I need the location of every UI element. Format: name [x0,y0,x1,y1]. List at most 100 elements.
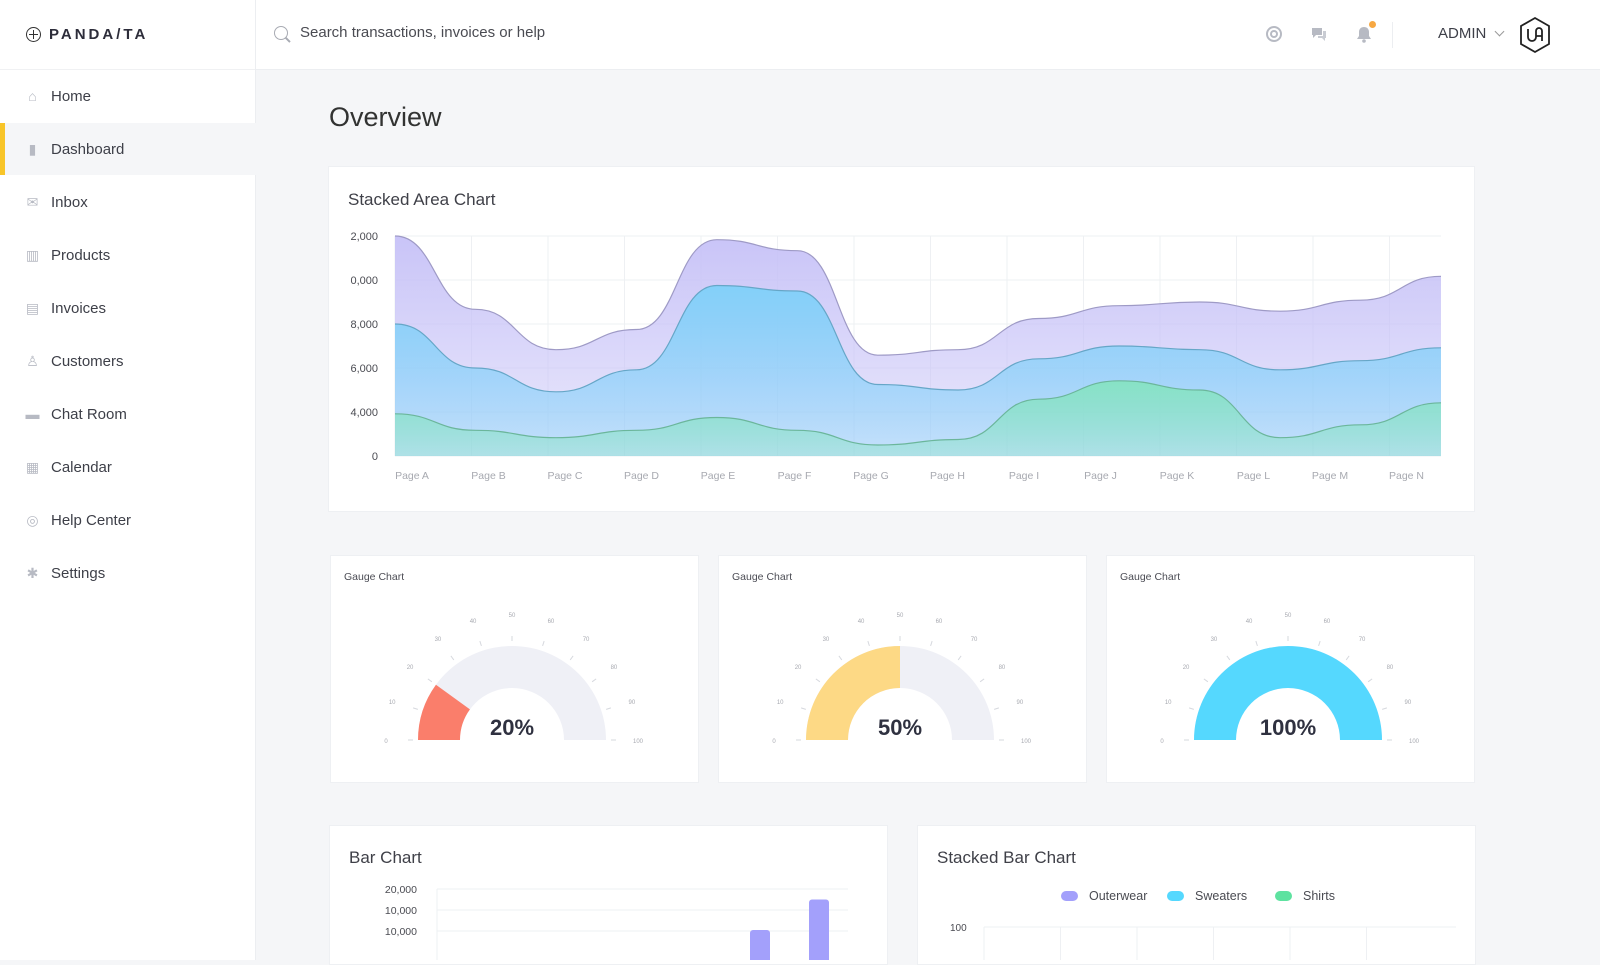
sidebar-item-chat-room[interactable]: ▬ Chat Room [0,388,256,440]
support-icon: ◎ [26,511,39,528]
gauge-tick-label: 40 [470,619,477,625]
sidebar-item-inbox[interactable]: ✉ Inbox [0,176,256,228]
user-menu[interactable]: ADMIN [1438,25,1487,42]
bar[interactable] [809,899,829,961]
support-icon[interactable] [1265,25,1283,43]
gauge-tick [606,707,612,710]
chat-icon[interactable] [1310,25,1328,43]
sidebar-item-label: Calendar [51,458,112,476]
bar-chart-icon: ▮ [28,140,37,157]
gauge-tick [1345,655,1350,661]
gauge-tick [1226,655,1231,661]
card-title: Gauge Chart [1120,571,1181,583]
gauge-value: 50% [878,715,922,740]
gauge-card: Gauge Chart 0 10 20 30 40 50 60 70 80 90 100 100% [1106,555,1475,783]
gauge-tick [1367,678,1373,683]
gauge-tick-label: 10 [777,700,784,706]
x-tick-label: Page E [701,470,735,482]
gauge-tick [1318,640,1321,646]
legend-label: Shirts [1303,889,1335,903]
gauge-tick-label: 0 [384,739,388,745]
x-tick-label: Page M [1312,470,1348,482]
gauge-tick [569,655,574,661]
gauge-tick-label: 90 [628,700,635,706]
gauge-tick [867,640,870,646]
x-tick-label: Page A [395,470,429,482]
bar[interactable] [750,929,770,960]
gauge-tick-label: 50 [1285,613,1292,619]
gear-icon: ✱ [26,564,39,581]
gauge-tick-label: 90 [1404,700,1411,706]
gauge-tick-label: 50 [897,613,904,619]
x-tick-label: Page K [1160,470,1194,482]
sidebar-item-label: Inbox [51,193,88,211]
y-tick-label: 0 [372,451,378,463]
x-tick-label: Page C [547,470,582,482]
sidebar-item-label: Dashboard [51,140,125,158]
area-series-0 [395,380,1441,456]
x-tick-label: Page N [1389,470,1424,482]
brand-logo[interactable]: PANDA/TA [0,0,255,70]
gauge-tick [591,678,597,683]
sidebar-item-help-center[interactable]: ◎ Help Center [0,494,256,546]
gauge-tick [838,655,843,661]
sidebar-item-customers[interactable]: ♙ Customers [0,335,256,387]
gauge-card: Gauge Chart 0 10 20 30 40 50 60 70 80 90 100 50% [718,555,1087,783]
gauge-tick [1188,707,1194,710]
gauge-tick [957,655,962,661]
gauge-tick [1255,640,1258,646]
search-input[interactable]: Search transactions, invoices or help [274,24,545,41]
sidebar-item-label: Customers [51,352,124,370]
gauge-tick-label: 20 [1183,665,1190,671]
gauge-tick-label: 80 [611,665,618,671]
sidebar-item-home[interactable]: ⌂ Home [0,70,256,122]
sidebar-item-invoices[interactable]: ▤ Invoices [0,282,256,334]
gauge-tick-label: 20 [407,665,414,671]
gauge-chart: 0 10 20 30 40 50 60 70 80 90 100 20% [384,613,644,745]
gauge-tick-label: 70 [1359,637,1366,643]
gauge-tick [412,707,418,710]
gauge-tick-label: 0 [772,739,776,745]
legend-label: Outerwear [1089,889,1147,903]
gauge-tick [427,678,433,683]
sidebar: PANDA/TA ⌂ Home ▮ Dashboard ✉ Inbox ▥ Products ▤… [0,0,256,960]
area-series-line-2 [394,235,1442,356]
gauge-tick [800,707,806,710]
gauge-tick-label: 60 [936,619,943,625]
chat-icon: ▬ [25,406,40,422]
gauge-tick-label: 50 [509,613,516,619]
gauge-tick [542,640,545,646]
y-tick-label: 20,000 [385,884,417,896]
y-tick-label: 100 [950,923,967,934]
gauge-tick-label: 100 [633,739,644,745]
bell-icon[interactable] [1355,21,1376,43]
gauge-tick-label: 60 [1324,619,1331,625]
gauge-tick-label: 30 [1211,637,1218,643]
gauge-tick-label: 100 [1409,739,1420,745]
card-title: Stacked Bar Chart [937,848,1076,867]
y-tick-label: 10,000 [385,926,417,938]
avatar[interactable] [1518,16,1552,54]
search-icon [274,25,288,40]
x-tick-label: Page G [853,470,889,482]
sidebar-item-dashboard[interactable]: ▮ Dashboard [0,123,256,175]
sidebar-item-settings[interactable]: ✱ Settings [0,547,256,599]
gauge-tick-label: 30 [435,637,442,643]
gauge-chart: 0 10 20 30 40 50 60 70 80 90 100 100% [1160,613,1420,745]
gauge-tick-label: 90 [1016,700,1023,706]
gauge-tick [815,678,821,683]
gauge-fill [418,684,470,740]
gauge-tick-label: 80 [999,665,1006,671]
barcode-icon: ▥ [25,246,40,263]
y-tick-label: 2,000 [350,231,378,243]
gauge-tick-label: 40 [858,619,865,625]
gauge-tick-label: 30 [823,637,830,643]
page-title: Overview [329,102,442,132]
x-tick-label: Page J [1084,470,1117,482]
sidebar-item-products[interactable]: ▥ Products [0,229,256,281]
gauge-tick-label: 0 [1160,739,1164,745]
sidebar-item-calendar[interactable]: ▦ Calendar [0,441,256,493]
gauge-tick-label: 70 [583,637,590,643]
